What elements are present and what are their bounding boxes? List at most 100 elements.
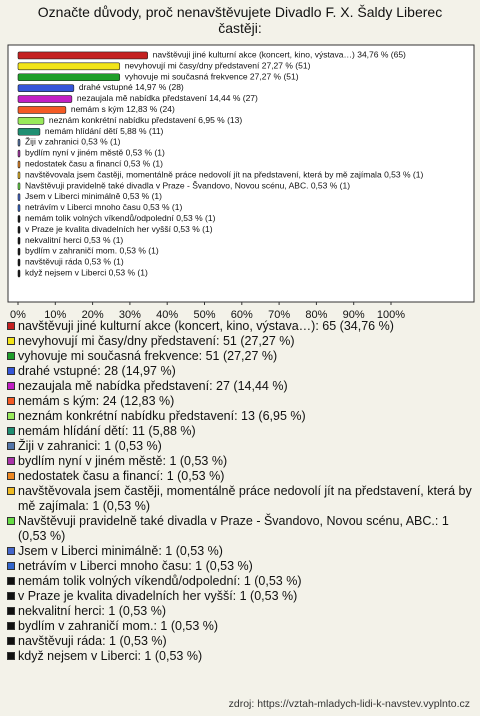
legend-swatch bbox=[7, 637, 15, 645]
chart-title: Označte důvody, proč nenavštěvujete Diva… bbox=[37, 4, 443, 36]
category-label: drahé vstupné bbox=[79, 82, 133, 92]
legend-swatch bbox=[7, 562, 15, 570]
value-label: 0,53 % (1) bbox=[124, 159, 163, 169]
value-label: 0,53 % (1) bbox=[84, 235, 123, 245]
legend-label: nemám s kým: 24 (12,83 %) bbox=[18, 394, 175, 408]
legend-label: neznám konkrétní nabídku představení: 13… bbox=[18, 409, 306, 423]
legend-label: nemám hlídání dětí: 11 (5,88 %) bbox=[18, 424, 196, 438]
category-label: nedostatek času a financí bbox=[25, 159, 122, 169]
bar bbox=[17, 258, 21, 267]
legend-label: nedostatek času a financí: 1 (0,53 %) bbox=[18, 469, 225, 483]
legend-swatch bbox=[7, 322, 15, 330]
bar-label: bydlím nyní v jiném městě 0,53 % (1) bbox=[25, 148, 165, 158]
x-tick-label: 100% bbox=[377, 309, 405, 320]
category-label: Jsem v Liberci minimálně bbox=[25, 191, 121, 201]
plot-frame bbox=[7, 44, 475, 303]
value-label: 0,53 % (1) bbox=[176, 213, 215, 223]
legend-label: nezaujala mě nabídka představení: 27 (14… bbox=[18, 379, 288, 393]
x-tick-label: 70% bbox=[268, 309, 290, 320]
bar bbox=[17, 84, 75, 92]
bar-label: nemám hlídání dětí 5,88 % (11) bbox=[45, 126, 164, 136]
legend-label: bydlím v zahraničí mom.: 1 (0,53 %) bbox=[18, 619, 219, 633]
category-label: nemám tolik volných víkendů/odpolední bbox=[25, 213, 174, 223]
category-label: nekvalitní herci bbox=[25, 235, 82, 245]
x-tick-label: 0% bbox=[10, 309, 26, 320]
legend-item: drahé vstupné: 28 (14,97 %) bbox=[6, 364, 474, 379]
bar bbox=[17, 149, 21, 158]
legend-label: vyhovuje mi současná frekvence: 51 (27,2… bbox=[18, 349, 278, 363]
bar-label: Jsem v Liberci minimálně 0,53 % (1) bbox=[25, 191, 162, 201]
legend: navštěvuji jiné kulturní akce (koncert, … bbox=[6, 319, 474, 664]
legend-label: v Praze je kvalita divadelních her vyšší… bbox=[18, 589, 298, 603]
value-label: 0,53 % (1) bbox=[81, 137, 120, 147]
legend-item: nevyhovují mi časy/dny představení: 51 (… bbox=[6, 334, 474, 349]
bar-label: navštěvovala jsem častěji, momentálně pr… bbox=[25, 170, 423, 180]
bar-label: Navštěvuji pravidelně také divadla v Pra… bbox=[25, 181, 350, 191]
bar bbox=[17, 226, 21, 234]
legend-swatch bbox=[7, 412, 15, 420]
bar bbox=[17, 247, 21, 256]
legend-swatch bbox=[7, 427, 15, 435]
bar bbox=[17, 204, 21, 212]
legend-label: bydlím nyní v jiném městě: 1 (0,53 %) bbox=[18, 454, 228, 468]
bar-label: netrávím v Liberci mnoho času 0,53 % (1) bbox=[25, 202, 183, 212]
bar bbox=[17, 106, 67, 114]
bar-label: neznám konkrétní nabídku představení 6,9… bbox=[49, 115, 242, 125]
legend-swatch bbox=[7, 457, 15, 465]
bar bbox=[17, 269, 21, 278]
legend-label: nemám tolik volných víkendů/odpolední: 1… bbox=[18, 574, 302, 588]
chart: 0% 10% 20% 30% 40% 50% 60% 70% 80% 90% 100% navštěv… bbox=[7, 44, 475, 320]
legend-item: neznám konkrétní nabídku představení: 13… bbox=[6, 409, 474, 424]
legend-item: Žiji v zahranici: 1 (0,53 %) bbox=[6, 439, 474, 454]
legend-item: nezaujala mě nabídka představení: 27 (14… bbox=[6, 379, 474, 394]
legend-swatch bbox=[7, 352, 15, 360]
category-label: Žiji v zahranici bbox=[25, 137, 79, 147]
category-label: navštěvuji jiné kulturní akce (koncert, … bbox=[153, 50, 355, 60]
category-label: nemám s kým bbox=[71, 104, 124, 114]
value-label: 27,27 % (51) bbox=[250, 72, 299, 82]
legend-label: nevyhovují mi časy/dny představení: 51 (… bbox=[18, 334, 295, 348]
bar-label: navštěvuji ráda 0,53 % (1) bbox=[25, 257, 124, 267]
legend-label: netrávím v Liberci mnoho času: 1 (0,53 %… bbox=[18, 559, 253, 573]
category-label: vyhovuje mi současná frekvence bbox=[125, 72, 248, 82]
category-label: nevyhovují mi časy/dny představení bbox=[125, 61, 260, 71]
category-label: nezaujala mě nabídka představení bbox=[77, 93, 208, 103]
legend-item: Navštěvuji pravidelně také divadla v Pra… bbox=[6, 514, 474, 544]
value-label: 0,53 % (1) bbox=[119, 246, 158, 256]
source: zdroj: https://vztah-mladych-lidi-k-navs… bbox=[228, 698, 470, 710]
legend-label: navštěvuji jiné kulturní akce (koncert, … bbox=[18, 319, 394, 333]
category-label: Navštěvuji pravidelně také divadla v Pra… bbox=[25, 181, 308, 191]
legend-item: netrávím v Liberci mnoho času: 1 (0,53 %… bbox=[6, 559, 474, 574]
legend-swatch bbox=[7, 547, 15, 555]
legend-item: bydlím v zahraničí mom.: 1 (0,53 %) bbox=[6, 619, 474, 634]
legend-swatch bbox=[7, 622, 15, 630]
value-label: 0,53 % (1) bbox=[384, 170, 423, 180]
legend-label: když nejsem v Liberci: 1 (0,53 %) bbox=[18, 649, 203, 663]
x-tick-label: 90% bbox=[343, 309, 365, 320]
bar bbox=[17, 182, 21, 191]
legend-item: navštěvovala jsem častěji, momentálně pr… bbox=[6, 484, 474, 514]
category-label: v Praze je kvalita divadelních her vyšší bbox=[25, 224, 172, 234]
bar bbox=[17, 215, 21, 223]
bar bbox=[17, 160, 21, 169]
value-label: 27,27 % (51) bbox=[262, 61, 311, 71]
x-tick-label: 40% bbox=[156, 309, 178, 320]
legend-swatch bbox=[7, 397, 15, 405]
value-label: 0,53 % (1) bbox=[109, 268, 148, 278]
legend-label: drahé vstupné: 28 (14,97 %) bbox=[18, 364, 176, 378]
bar-label: drahé vstupné 14,97 % (28) bbox=[79, 82, 184, 92]
x-tick-label: 20% bbox=[82, 309, 104, 320]
legend-item: nemám tolik volných víkendů/odpolední: 1… bbox=[6, 574, 474, 589]
bar-label: navštěvuji jiné kulturní akce (koncert, … bbox=[153, 50, 406, 60]
legend-label: nekvalitní herci: 1 (0,53 %) bbox=[18, 604, 166, 618]
legend-label: Jsem v Liberci minimálně: 1 (0,53 %) bbox=[18, 544, 223, 558]
legend-item: nekvalitní herci: 1 (0,53 %) bbox=[6, 604, 474, 619]
bar-label: nemám s kým 12,83 % (24) bbox=[71, 104, 175, 114]
x-tick-label: 60% bbox=[231, 309, 253, 320]
legend-label: Navštěvuji pravidelně také divadla v Pra… bbox=[18, 514, 449, 543]
category-label: navštěvuji ráda bbox=[25, 257, 82, 267]
bar bbox=[17, 171, 21, 180]
bar bbox=[17, 138, 21, 147]
legend-item: vyhovuje mi současná frekvence: 51 (27,2… bbox=[6, 349, 474, 364]
